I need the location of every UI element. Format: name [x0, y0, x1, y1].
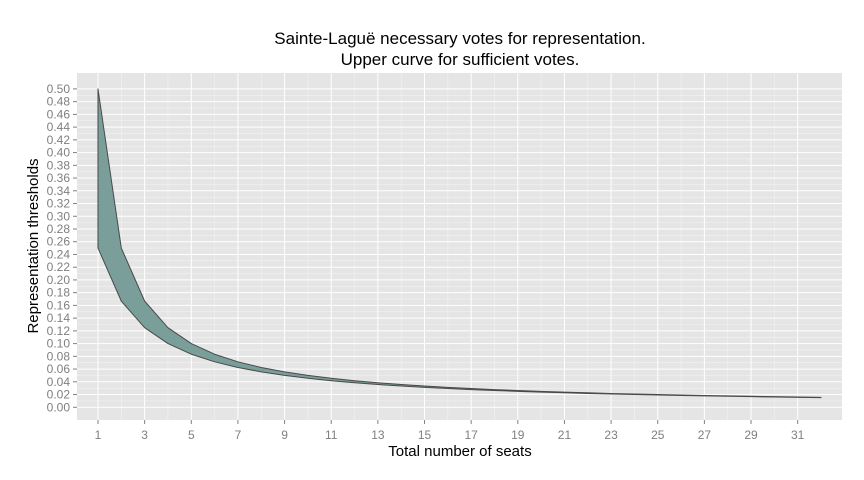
minor-gridlines [77, 73, 842, 420]
y-tick-label: 0.46 [47, 107, 71, 121]
chart-title-line-2: Upper curve for sufficient votes. [341, 50, 580, 69]
y-tick-label: 0.48 [47, 95, 71, 109]
x-tick-label: 25 [651, 428, 665, 442]
x-tick-label: 27 [698, 428, 712, 442]
plot-panel [77, 73, 842, 420]
y-tick-label: 0.18 [47, 286, 71, 300]
y-tick-label: 0.24 [47, 247, 71, 261]
y-tick-label: 0.32 [47, 197, 71, 211]
chart-title: Sainte-Laguë necessary votes for represe… [274, 29, 645, 69]
x-tick-label: 31 [791, 428, 805, 442]
x-tick-label: 13 [371, 428, 385, 442]
x-tick-label: 11 [325, 428, 338, 442]
x-tick-label: 29 [744, 428, 758, 442]
x-tick-label: 1 [95, 428, 102, 442]
x-axis: 1 3 5 7 9 11 13 15 17 19 21 23 25 27 29 31 [95, 420, 805, 442]
x-tick-label: 17 [464, 428, 478, 442]
y-tick-label: 0.26 [47, 235, 71, 249]
y-tick-label: 0.36 [47, 171, 71, 185]
threshold-ribbon [97, 88, 822, 399]
y-tick-label: 0.10 [47, 337, 71, 351]
y-tick-label: 0.30 [47, 209, 71, 223]
x-tick-label: 5 [188, 428, 195, 442]
y-tick-label: 0.04 [47, 375, 71, 389]
y-tick-label: 0.40 [47, 146, 71, 160]
y-tick-label: 0.06 [47, 362, 71, 376]
y-tick-label: 0.38 [47, 158, 71, 172]
x-tick-label: 15 [418, 428, 432, 442]
y-tick-label: 0.42 [47, 133, 71, 147]
x-tick-label: 19 [511, 428, 525, 442]
chart-title-line-1: Sainte-Laguë necessary votes for represe… [274, 29, 645, 48]
y-tick-label: 0.12 [47, 324, 71, 338]
y-tick-label: 0.08 [47, 349, 71, 363]
x-tick-label: 21 [558, 428, 572, 442]
y-tick-label: 0.44 [47, 120, 71, 134]
y-tick-label: 0.16 [47, 298, 71, 312]
y-tick-label: 0.22 [47, 260, 71, 274]
y-tick-label: 0.50 [47, 82, 71, 96]
y-tick-label: 0.14 [47, 311, 71, 325]
x-tick-label: 23 [604, 428, 618, 442]
y-axis-title: Representation thresholds [25, 158, 42, 333]
threshold-ribbon-layer [97, 88, 822, 399]
x-tick-label: 9 [281, 428, 288, 442]
y-axis: 0.000.020.040.060.080.100.120.140.160.18… [47, 82, 77, 414]
y-tick-label: 0.28 [47, 222, 71, 236]
x-tick-label: 3 [141, 428, 148, 442]
y-tick-label: 0.34 [47, 184, 71, 198]
y-tick-label: 0.00 [47, 400, 71, 414]
x-axis-title: Total number of seats [388, 443, 531, 460]
x-tick-label: 7 [235, 428, 242, 442]
y-tick-label: 0.02 [47, 388, 71, 402]
y-tick-label: 0.20 [47, 273, 71, 287]
